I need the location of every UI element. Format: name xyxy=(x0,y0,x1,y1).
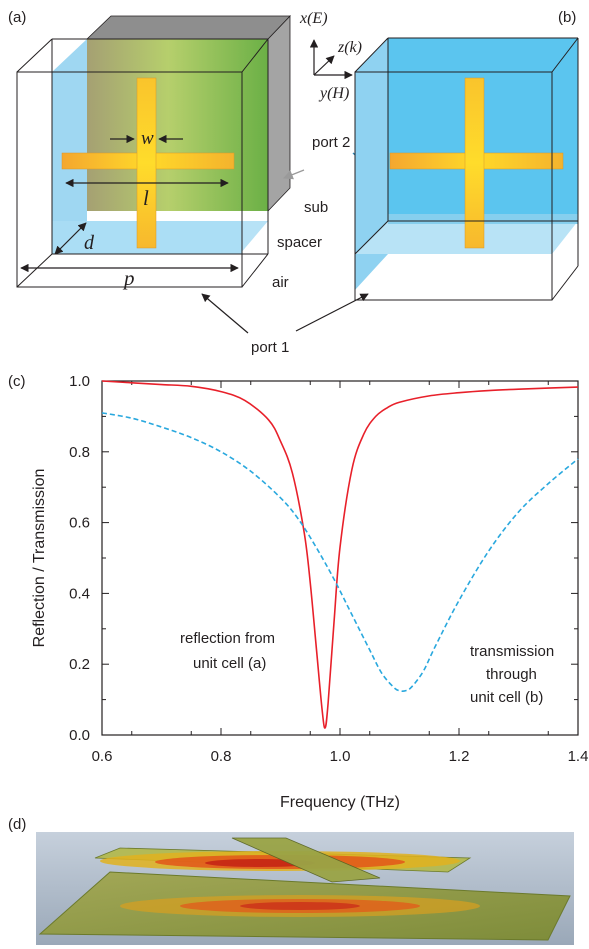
x-tick-label: 0.8 xyxy=(211,748,232,765)
label-port2: port 2 xyxy=(312,134,350,151)
y-tick-label: 0.8 xyxy=(69,444,90,461)
axis-x-label: x(E) xyxy=(299,10,328,27)
y-tick-label: 1.0 xyxy=(69,373,90,390)
y-tick-label: 0.2 xyxy=(69,656,90,673)
annotation-reflection-2: unit cell (a) xyxy=(193,655,266,672)
panel-label-c: (c) xyxy=(8,373,26,390)
dim-p-label: p xyxy=(122,266,135,290)
field-rendering xyxy=(36,832,574,945)
y-tick-label: 0.4 xyxy=(69,585,90,602)
cross-bar-vertical xyxy=(231,837,381,883)
x-axis-title: Frequency (THz) xyxy=(280,794,400,811)
unit-cell-a: w l d p xyxy=(16,15,291,290)
x-tick-label: 1.4 xyxy=(568,748,589,765)
x-tick-label: 0.6 xyxy=(92,748,113,765)
annotation-transmission-1: transmission xyxy=(470,643,554,660)
label-sub: sub xyxy=(304,199,328,216)
panel-label-d: (d) xyxy=(8,816,26,833)
panel-label-b: (b) xyxy=(558,9,576,26)
annotation-transmission-2: through xyxy=(486,666,537,683)
dim-w-label: w xyxy=(141,128,154,149)
panel-label-a: (a) xyxy=(8,9,26,26)
y-tick-label: 0.0 xyxy=(69,727,90,744)
coordinate-axes: x(E) z(k) y(H) xyxy=(299,10,362,102)
label-port1: port 1 xyxy=(251,339,289,356)
unit-cell-b xyxy=(354,37,579,301)
annotation-transmission-3: unit cell (b) xyxy=(470,689,543,706)
annotation-reflection-1: reflection from xyxy=(180,630,275,647)
axis-y-label: y(H) xyxy=(318,85,349,102)
reflection-curve xyxy=(101,380,579,729)
x-tick-label: 1.0 xyxy=(330,748,351,765)
chart: 0.6 0.8 1.0 1.2 1.4 0.0 0.2 0.4 0.6 0.8 1.0 reflec… xyxy=(31,373,588,811)
dim-l-label: l xyxy=(143,186,149,210)
cross-vertical xyxy=(136,77,157,249)
y-axis-title: Reflection / Transmission xyxy=(31,469,48,648)
transmission-curve xyxy=(101,412,579,692)
y-tick-label: 0.6 xyxy=(69,515,90,532)
label-spacer: spacer xyxy=(277,234,322,251)
x-tick-label: 1.2 xyxy=(449,748,470,765)
dim-d-label: d xyxy=(84,232,95,254)
axis-z-label: z(k) xyxy=(337,39,362,56)
label-air: air xyxy=(272,274,289,291)
